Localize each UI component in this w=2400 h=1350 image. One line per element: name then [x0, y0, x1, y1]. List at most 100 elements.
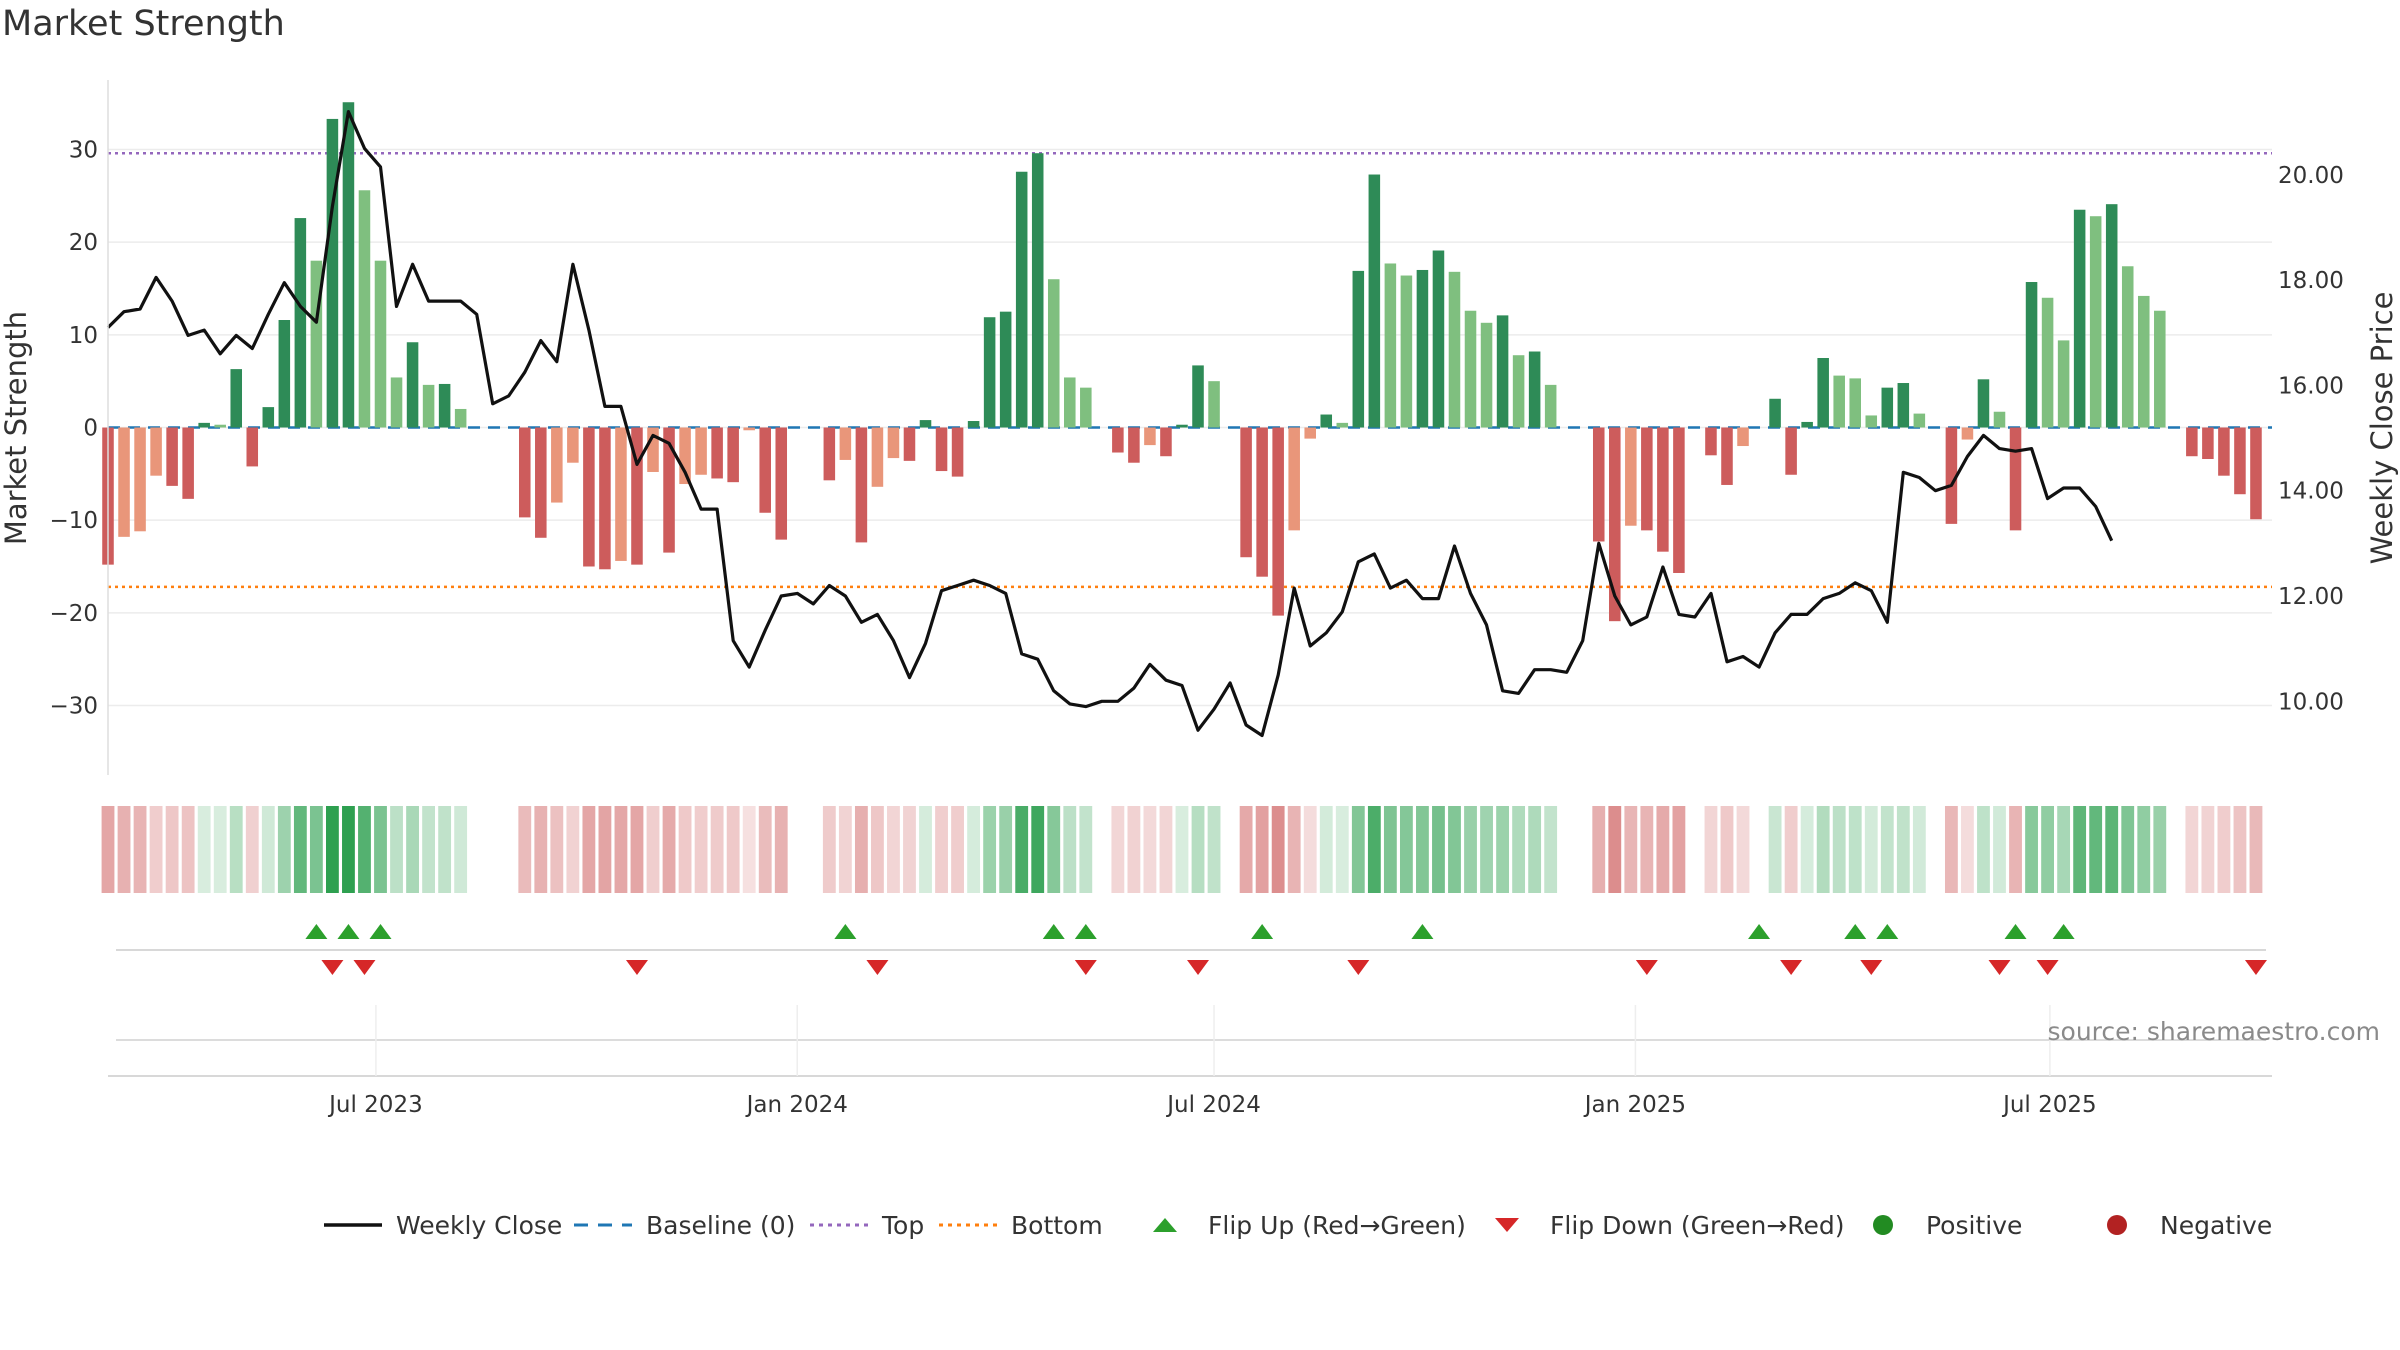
heat-cell	[1399, 806, 1413, 893]
strength-bar	[422, 384, 435, 428]
strength-bar	[1721, 427, 1733, 485]
flip-down-marker	[2244, 960, 2267, 975]
strength-bar	[935, 427, 948, 472]
flip-down-marker	[1347, 960, 1370, 975]
heat-cell	[1239, 806, 1253, 893]
y-tick-label: 10	[69, 323, 98, 349]
strength-bar	[1192, 365, 1204, 428]
strength-bar	[1368, 174, 1381, 428]
flip-markers	[116, 924, 2267, 975]
heat-cell	[887, 806, 900, 893]
strength-bar	[1304, 427, 1316, 439]
strength-bar	[1897, 383, 1910, 428]
heat-cell	[2073, 806, 2087, 893]
strength-bar	[1673, 427, 1685, 573]
heat-cell	[1576, 806, 1590, 893]
strength-bar	[1015, 171, 1028, 428]
strength-bar	[1320, 414, 1333, 428]
legend-label: Top	[882, 1210, 925, 1240]
source-note: source: sharemaestro.com	[2048, 1017, 2381, 1046]
flip-up-marker	[1251, 924, 1274, 939]
strength-bar	[454, 408, 467, 428]
heat-cell	[2169, 806, 2183, 893]
strength-bar	[663, 427, 675, 553]
strength-bar	[1208, 381, 1220, 428]
heat-cell	[999, 806, 1013, 893]
heat-cell	[1848, 806, 1862, 893]
strength-bar	[118, 427, 130, 537]
close-line-layer	[106, 109, 2114, 738]
heat-cell	[983, 806, 997, 893]
heat-cell	[758, 806, 772, 893]
flip-up-marker	[1411, 924, 1434, 939]
heat-cell	[1223, 806, 1237, 893]
weekly-close-line	[106, 109, 2114, 738]
flip-up-marker	[1748, 924, 1771, 939]
strength-bar	[839, 427, 852, 460]
flip-up-marker	[1074, 924, 1097, 939]
x-axis: Jul 2023 Jan 2024 Jul 2024 Jan 2025 Jul 2025	[108, 1005, 2272, 1118]
strength-bar	[1112, 427, 1124, 453]
strength-bar	[855, 427, 868, 543]
strength-bar	[310, 260, 323, 428]
legend-item-top: Top	[808, 1205, 924, 1245]
strength-bar	[390, 377, 403, 428]
strength-bar	[1336, 422, 1349, 428]
strength-bar	[1641, 427, 1653, 531]
flip-down-marker	[1187, 960, 1210, 975]
heat-cell	[406, 806, 419, 893]
strength-bar	[214, 424, 226, 428]
heat-cell	[502, 806, 516, 893]
heat-cell	[678, 806, 692, 893]
heat-cell	[390, 806, 403, 893]
strength-bar	[759, 427, 771, 513]
y-tick-label: −20	[49, 601, 98, 627]
heat-cell	[1111, 806, 1125, 893]
strength-bar	[567, 427, 579, 463]
strength-bar	[1849, 378, 1862, 428]
strength-bar	[1769, 398, 1781, 428]
heat-cell	[790, 806, 804, 893]
strength-bar	[631, 427, 643, 565]
heat-cell	[1560, 806, 1574, 893]
strength-bar	[1256, 427, 1268, 577]
legend-item-flip_up: Flip Up (Red→Green)	[1134, 1205, 1466, 1245]
strength-bar	[518, 427, 531, 518]
strength-bars	[102, 102, 2262, 622]
heat-cell	[2009, 806, 2022, 893]
heat-cell	[1864, 806, 1878, 893]
heat-cell	[694, 806, 708, 893]
heat-cell	[1736, 806, 1750, 893]
legend-negative-icon	[2107, 1215, 2127, 1235]
legend-item-negative: Negative	[2086, 1205, 2272, 1245]
heat-cell	[2121, 806, 2135, 893]
heat-cell	[1944, 806, 1958, 893]
heat-cell	[1416, 806, 1429, 893]
flip-down-marker	[625, 960, 648, 975]
legend-label: Weekly Close	[396, 1210, 563, 1240]
flip-up-marker	[834, 924, 857, 939]
strength-bar	[1144, 427, 1156, 446]
heat-cell	[213, 806, 227, 893]
heat-cell	[726, 806, 740, 893]
legend: Weekly Close Baseline (0) Top Bottom Flip Up…	[0, 1205, 2400, 1245]
strength-bar	[887, 427, 900, 459]
strength-bar	[294, 218, 307, 428]
heat-cell	[1143, 806, 1157, 893]
heat-cell	[1432, 806, 1445, 893]
heat-cell	[2057, 806, 2071, 893]
strength-bar	[2234, 427, 2246, 495]
strength-bar	[983, 317, 996, 428]
strength-bar	[1512, 355, 1525, 428]
strength-bar	[1705, 427, 1717, 456]
heat-cell	[1800, 806, 1814, 893]
heat-cell	[1928, 806, 1942, 893]
flip-down-marker	[321, 960, 344, 975]
heat-cell	[2249, 806, 2263, 893]
chart-title: Market Strength	[2, 4, 285, 44]
heat-cell	[1383, 806, 1397, 893]
heat-cell	[1768, 806, 1782, 893]
heat-cell	[1367, 806, 1381, 893]
x-tick-label: Jul 2025	[2001, 1092, 2097, 1118]
heat-cell	[630, 806, 644, 893]
